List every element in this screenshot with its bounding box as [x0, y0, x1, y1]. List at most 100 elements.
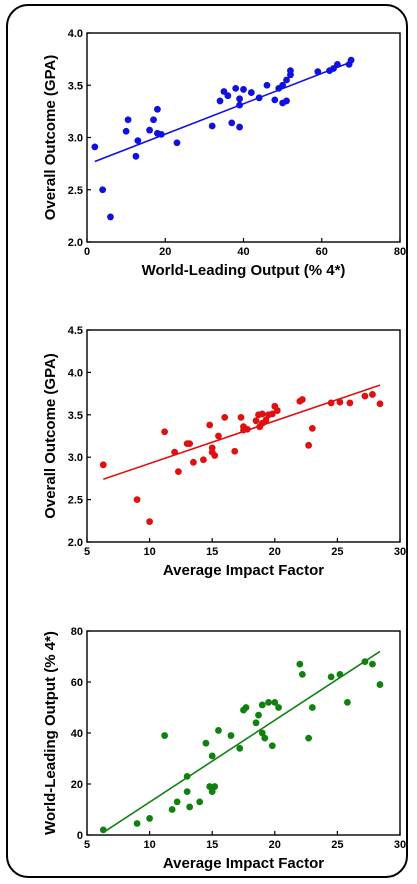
data-point [211, 783, 219, 790]
data-point [236, 123, 243, 131]
data-point [236, 101, 243, 109]
figure-frame [6, 4, 408, 878]
data-point [236, 95, 243, 103]
trend-line [94, 60, 354, 163]
data-point [99, 826, 107, 834]
data-point [186, 803, 194, 811]
chart-panel-bottom: 5 10 15 20 25 30 0 20 40 60 80 Average Impact Facto… [42, 626, 406, 872]
data-point [262, 416, 270, 424]
data-point [268, 742, 276, 750]
data-point [202, 739, 210, 747]
data-point [173, 139, 181, 147]
data-point [308, 424, 316, 432]
data-point [224, 92, 232, 100]
data-point [171, 448, 179, 456]
y-tick-label: 4.0 [68, 367, 83, 379]
data-point [190, 458, 197, 466]
data-point [252, 417, 260, 425]
data-point [157, 130, 165, 138]
x-tick-label: 5 [84, 839, 90, 851]
x-tick-label: 0 [84, 246, 90, 258]
data-point [287, 67, 294, 75]
data-point [228, 119, 236, 127]
x-axis-label: Average Impact Factor [163, 562, 324, 579]
data-point [298, 670, 306, 678]
data-point [173, 798, 181, 806]
data-point [327, 673, 335, 681]
data-point [296, 660, 304, 668]
data-point [255, 711, 262, 719]
data-point [231, 447, 239, 455]
data-point [344, 699, 351, 706]
trend-line [102, 650, 381, 834]
data-point [263, 81, 271, 89]
data-point [161, 732, 169, 739]
data-point [91, 143, 99, 151]
y-tick-label: 3.0 [68, 133, 83, 145]
y-tick-label: 4.5 [68, 325, 83, 337]
data-point [242, 704, 250, 711]
data-point [255, 94, 263, 102]
data-point [122, 127, 130, 135]
data-point [150, 116, 157, 124]
x-tick-label: 30 [394, 839, 406, 851]
x-tick-label: 20 [159, 246, 171, 258]
data-point [258, 410, 266, 418]
data-point [361, 658, 369, 665]
data-point [336, 398, 344, 406]
data-point [124, 116, 132, 124]
y-tick-label: 0 [77, 830, 83, 842]
data-point [271, 699, 279, 706]
y-tick-label: 20 [71, 779, 83, 791]
data-point [361, 392, 369, 400]
data-point [206, 421, 214, 429]
y-axis-label: Overall Outcome (GPA) [42, 55, 59, 221]
data-point [133, 820, 141, 827]
data-point [283, 97, 290, 105]
x-tick-label: 5 [84, 546, 90, 558]
x-tick-label: 15 [206, 839, 218, 851]
data-point [208, 788, 216, 796]
data-point [208, 752, 216, 760]
data-point [132, 152, 140, 160]
y-tick-label: 80 [71, 626, 83, 638]
data-point [216, 97, 224, 105]
y-axis-label: Overall Outcome (GPA) [42, 353, 59, 519]
y-tick-label: 2.5 [68, 495, 83, 507]
data-point [247, 89, 255, 96]
x-tick-label: 40 [237, 246, 249, 258]
data-point [168, 806, 176, 813]
data-point [258, 701, 266, 709]
data-point [275, 704, 282, 711]
x-tick-label: 10 [143, 546, 155, 558]
data-point [196, 798, 204, 806]
x-axis-label: World-Leading Output (% 4*) [142, 262, 346, 279]
y-tick-label: 60 [71, 677, 83, 689]
data-point [211, 452, 219, 459]
x-tick-label: 15 [206, 546, 218, 558]
data-point [107, 213, 114, 221]
data-point [334, 60, 341, 68]
data-point [346, 399, 354, 407]
data-point [146, 518, 154, 526]
data-point [215, 432, 222, 440]
data-point [279, 81, 287, 89]
data-point [369, 660, 376, 668]
data-point [237, 413, 245, 421]
data-point [265, 699, 272, 706]
data-point [283, 76, 290, 84]
data-point [221, 413, 229, 421]
data-point [240, 86, 247, 93]
data-point [208, 122, 216, 130]
data-point [258, 729, 266, 737]
x-tick-label: 10 [143, 839, 155, 851]
data-point [336, 670, 344, 678]
y-axis-label: World-Leading Output (% 4*) [42, 631, 59, 835]
data-point [243, 425, 251, 433]
data-point [376, 400, 384, 408]
data-point [273, 407, 281, 414]
data-point [215, 727, 222, 734]
y-tick-label: 3.0 [68, 452, 83, 464]
data-point [183, 772, 191, 780]
